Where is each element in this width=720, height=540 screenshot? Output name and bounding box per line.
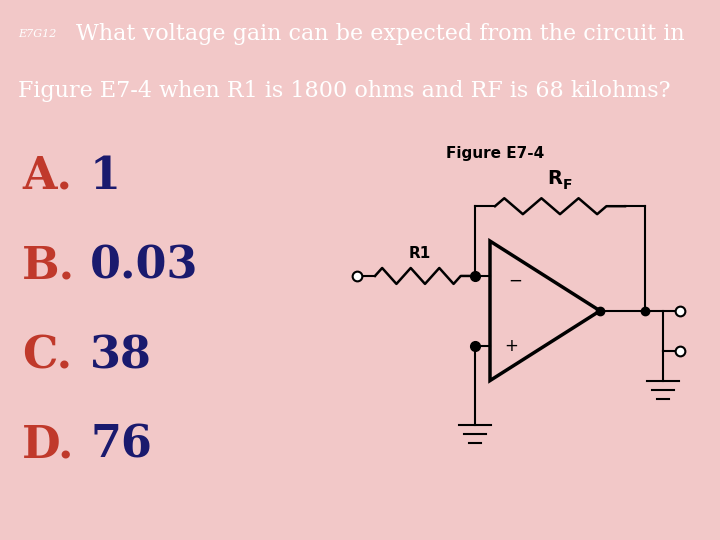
Text: 0.03: 0.03 bbox=[90, 245, 199, 287]
Text: F: F bbox=[563, 178, 572, 192]
Text: 76: 76 bbox=[90, 424, 152, 467]
Text: R: R bbox=[547, 169, 562, 188]
Text: A.: A. bbox=[22, 155, 72, 198]
Text: 1: 1 bbox=[90, 155, 121, 198]
Text: D.: D. bbox=[22, 424, 74, 467]
Text: E7G12: E7G12 bbox=[18, 29, 56, 39]
Text: B.: B. bbox=[22, 245, 75, 287]
Text: Figure E7-4 when R1 is 1800 ohms and RF is 68 kilohms?: Figure E7-4 when R1 is 1800 ohms and RF … bbox=[18, 80, 670, 102]
Text: C.: C. bbox=[22, 334, 72, 377]
Text: What voltage gain can be expected from the circuit in: What voltage gain can be expected from t… bbox=[76, 23, 684, 45]
Text: 38: 38 bbox=[90, 334, 152, 377]
Text: R1: R1 bbox=[409, 246, 431, 261]
Text: Figure E7-4: Figure E7-4 bbox=[446, 146, 544, 161]
Text: −: − bbox=[508, 272, 522, 290]
Text: +: + bbox=[504, 337, 518, 355]
